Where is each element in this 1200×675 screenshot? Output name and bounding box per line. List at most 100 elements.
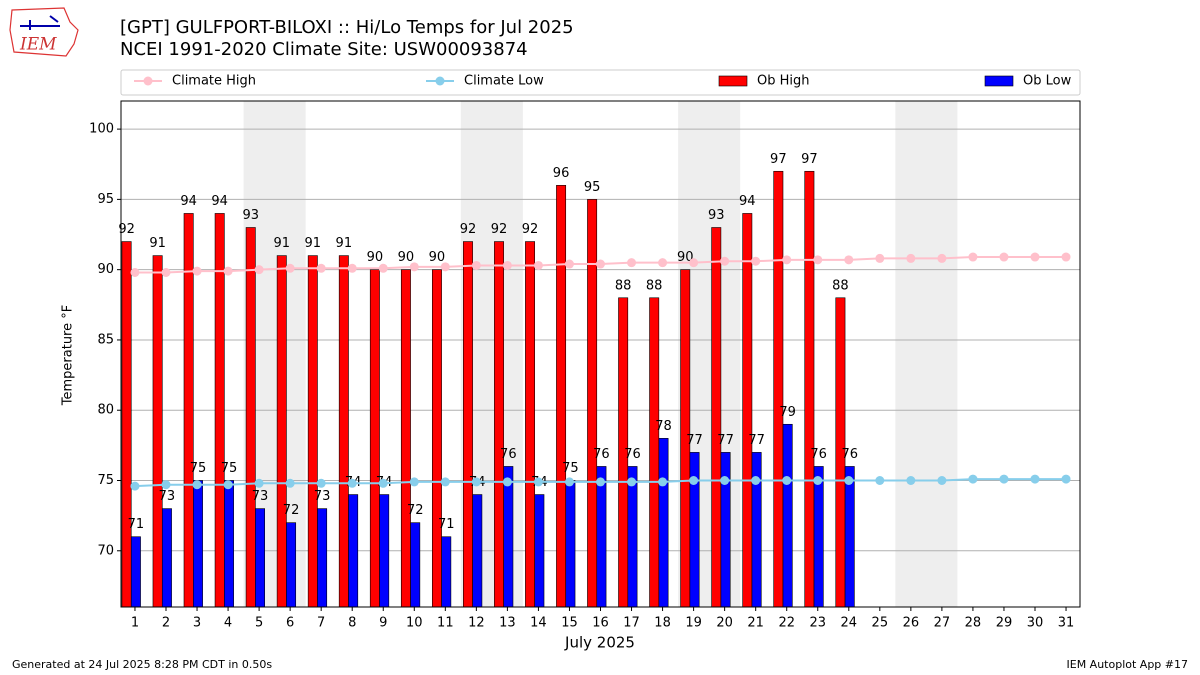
- x-tick-label: 21: [747, 616, 764, 631]
- line-marker: [1061, 474, 1071, 484]
- plot-frame: [120, 100, 1081, 608]
- line-marker: [627, 258, 637, 268]
- line-marker: [782, 255, 792, 265]
- bar: [556, 185, 567, 608]
- bar-value-label: 91: [305, 236, 322, 251]
- logo: IEM: [9, 7, 79, 57]
- legend-label: Ob High: [757, 74, 810, 89]
- y-tick-label: 90: [97, 262, 114, 277]
- bar: [689, 452, 700, 608]
- bar: [782, 423, 793, 608]
- y-tick-label: 80: [97, 403, 114, 418]
- line-marker: [409, 477, 419, 487]
- line-marker: [471, 260, 481, 270]
- bar-value-label: 93: [242, 208, 259, 223]
- line-marker: [564, 477, 574, 487]
- bar: [161, 508, 172, 608]
- x-tick-label: 16: [592, 616, 609, 631]
- logo-outline: [9, 7, 79, 57]
- x-tick-label: 5: [255, 616, 263, 631]
- bar-value-label: 94: [211, 194, 228, 209]
- bar: [525, 241, 536, 608]
- x-tick-label: 19: [685, 616, 702, 631]
- bar: [463, 241, 473, 608]
- line-marker: [937, 253, 947, 263]
- line-marker: [347, 478, 357, 488]
- x-tick-label: 23: [809, 616, 826, 631]
- bar-value-label: 96: [553, 166, 570, 181]
- bar-value-label: 88: [646, 278, 663, 293]
- line-marker: [937, 476, 947, 485]
- bar: [224, 480, 234, 608]
- bar: [348, 494, 359, 608]
- line-marker: [906, 253, 916, 263]
- logo-icon: [20, 15, 60, 30]
- x-tick-label: 29: [996, 616, 1013, 631]
- bar-value-label: 92: [118, 222, 135, 237]
- line-marker: [844, 476, 854, 485]
- line-marker: [192, 480, 202, 490]
- x-tick-label: 7: [317, 616, 325, 631]
- x-tick-label: 31: [1058, 616, 1075, 631]
- line-marker: [596, 259, 605, 269]
- y-tick-label: 100: [89, 122, 114, 137]
- x-tick-label: 4: [224, 616, 232, 631]
- line-marker: [502, 477, 512, 487]
- line-marker: [502, 260, 512, 270]
- bar: [565, 480, 576, 608]
- bar: [245, 227, 256, 608]
- bar-value-label: 91: [336, 236, 353, 251]
- bar: [472, 494, 483, 608]
- line-marker: [533, 260, 543, 270]
- line-marker: [161, 480, 171, 490]
- line-marker: [875, 476, 885, 485]
- y-tick-label: 75: [97, 473, 114, 488]
- bar: [658, 438, 669, 608]
- bar: [193, 480, 203, 608]
- line-marker: [720, 476, 730, 485]
- line-marker: [689, 258, 699, 268]
- bar: [813, 466, 824, 608]
- weekend-band: [895, 101, 958, 607]
- line-marker: [471, 477, 481, 487]
- x-tick-label: 26: [903, 616, 920, 631]
- bar-value-label: 75: [221, 461, 238, 476]
- bar: [255, 508, 265, 608]
- line-marker: [440, 262, 450, 272]
- line-marker: [751, 256, 761, 266]
- line-marker: [658, 258, 668, 268]
- bar: [844, 466, 855, 608]
- x-tick-label: 11: [437, 616, 454, 631]
- bar: [317, 508, 328, 608]
- line-marker: [627, 477, 637, 487]
- bar-value-label: 90: [429, 250, 446, 265]
- line-marker: [1061, 252, 1071, 262]
- bar-value-label: 92: [522, 222, 539, 237]
- bar: [494, 241, 504, 608]
- line-marker: [782, 476, 792, 485]
- x-tick-label: 12: [468, 616, 485, 631]
- bar-value-label: 92: [460, 222, 477, 237]
- footer-right: IEM Autoplot App #17: [1067, 658, 1189, 671]
- line-marker: [378, 478, 388, 488]
- line-marker: [720, 256, 730, 266]
- line-marker: [130, 481, 140, 491]
- bar-value-label: 90: [367, 250, 384, 265]
- bar-value-label: 76: [624, 447, 641, 462]
- legend-swatch-marker: [435, 76, 445, 86]
- bar-value-label: 79: [779, 405, 796, 420]
- line-marker: [1030, 252, 1040, 262]
- bar-value-label: 97: [770, 152, 787, 167]
- logo-text: IEM: [19, 35, 57, 55]
- bar-value-label: 92: [491, 222, 508, 237]
- bar-value-label: 78: [655, 419, 672, 434]
- x-tick-label: 17: [623, 616, 640, 631]
- x-tick-label: 10: [406, 616, 423, 631]
- bar-value-label: 91: [273, 236, 290, 251]
- bar: [804, 170, 815, 608]
- legend-label: Climate Low: [464, 74, 544, 89]
- bar: [130, 536, 141, 608]
- bar: [534, 494, 545, 608]
- bar-value-label: 77: [748, 433, 765, 448]
